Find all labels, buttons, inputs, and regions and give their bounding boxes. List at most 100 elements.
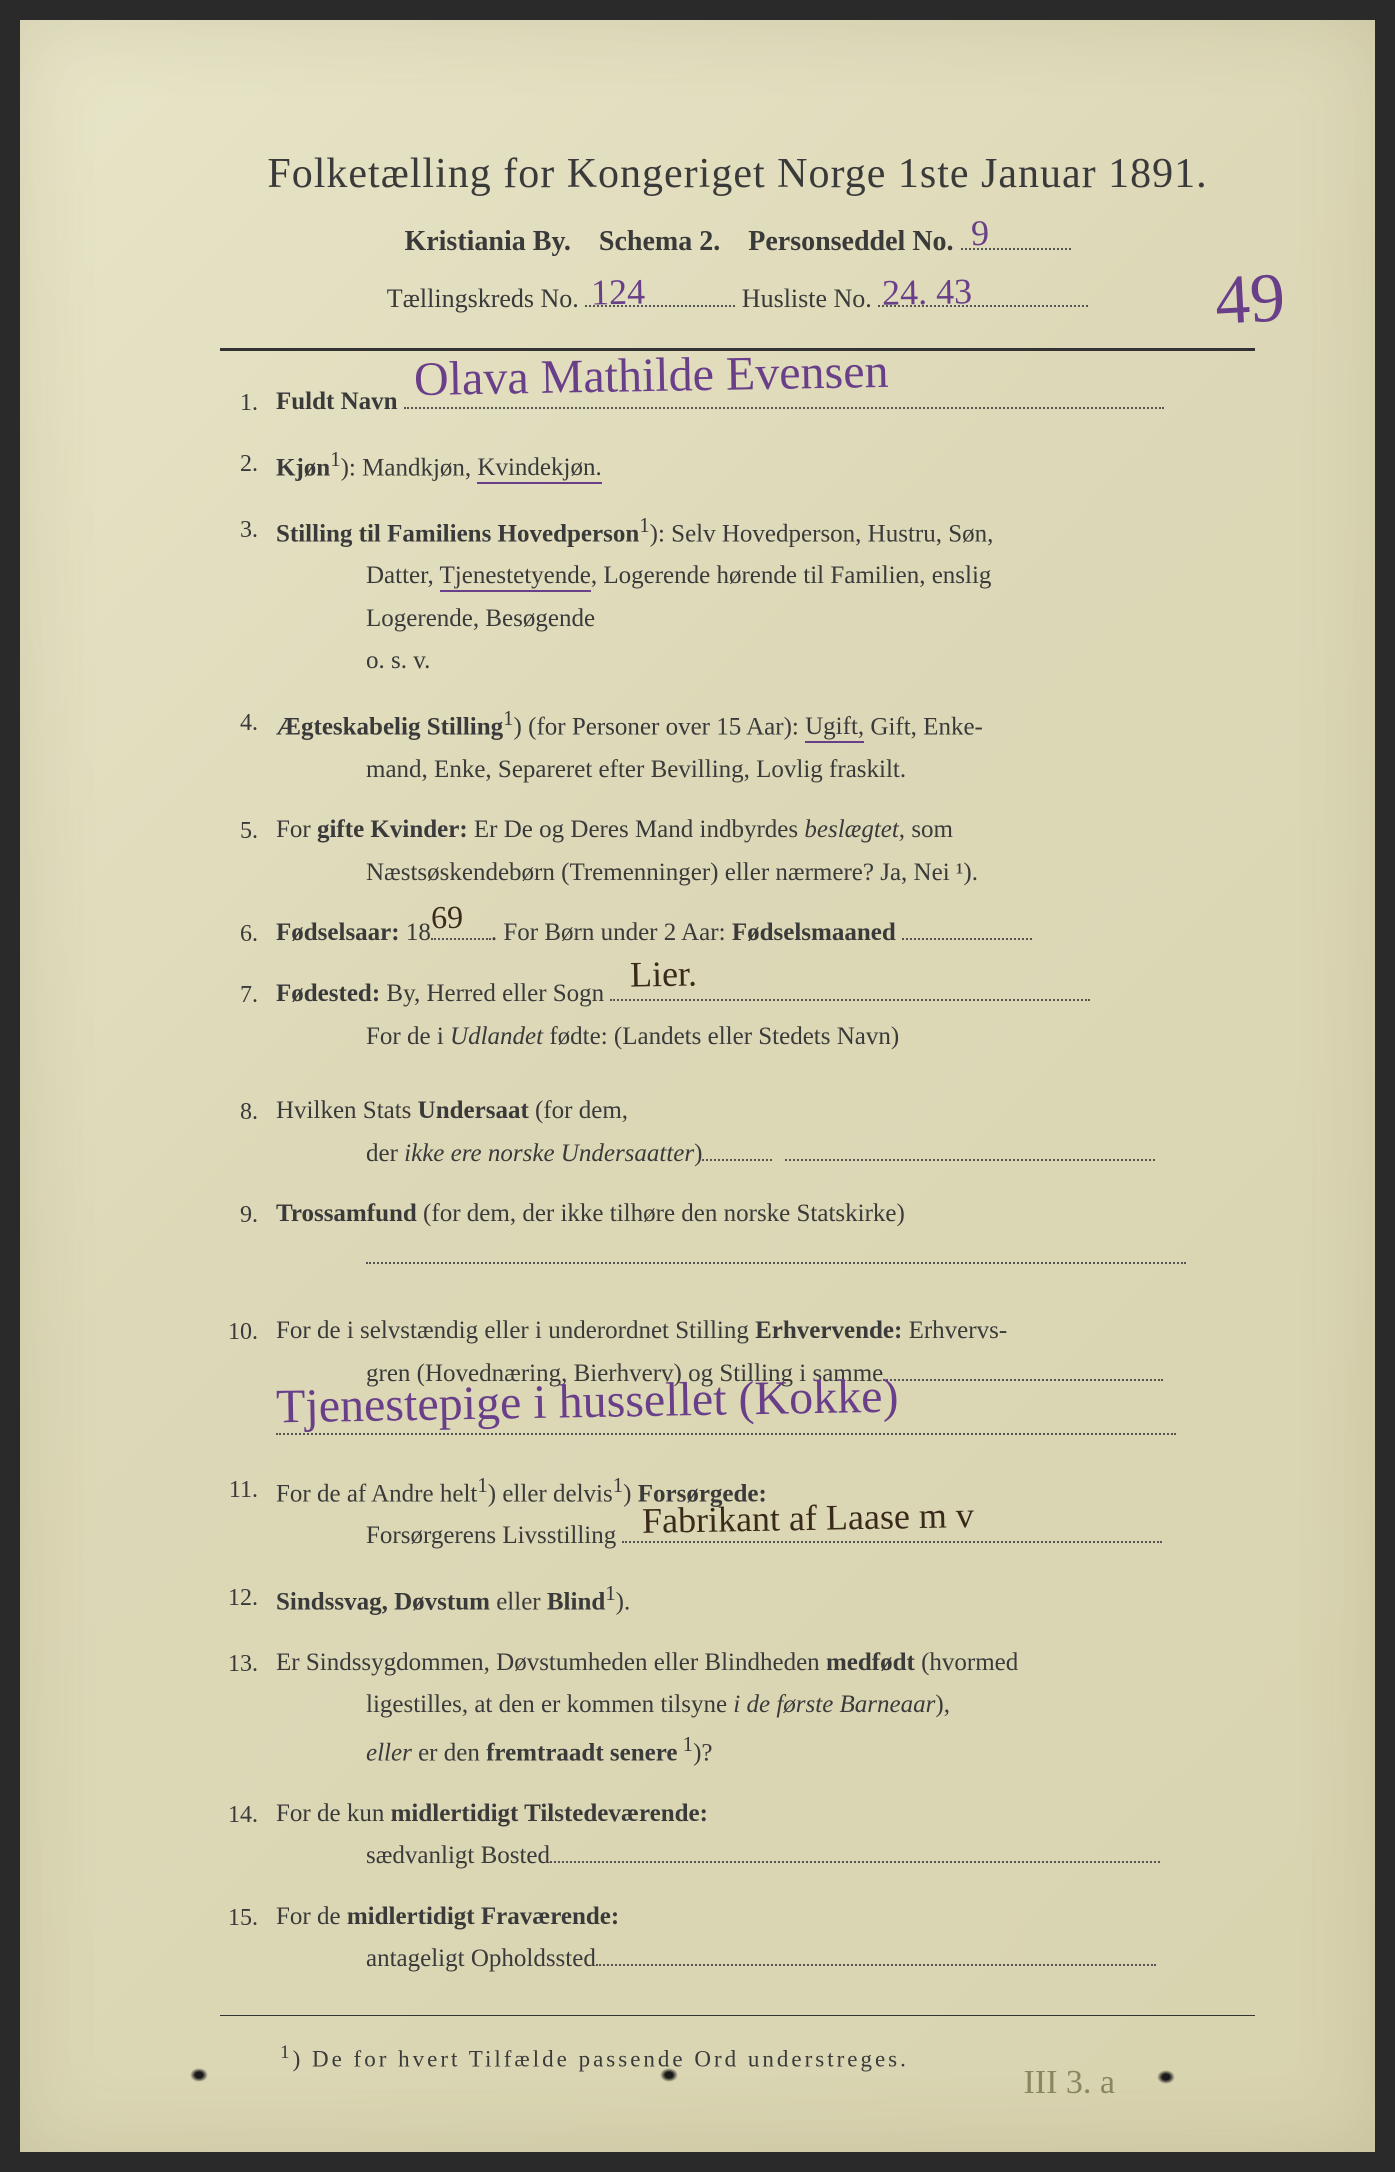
text: ) [623, 1480, 638, 1507]
entry-number: 1. [220, 381, 276, 424]
label-fuldt-navn: Fuldt Navn [276, 388, 398, 415]
entry-10: 10. For de i selvstændig eller i underor… [220, 1310, 1255, 1450]
entry-12: 12. Sindssvag, Døvstum eller Blind1). [220, 1576, 1255, 1624]
footnote-ref: 1 [639, 513, 649, 537]
text: Næstsøskendebørn (Tremenninger) eller næ… [276, 852, 1255, 895]
text: Er Sindssygdommen, Døvstumheden eller Bl… [276, 1649, 826, 1676]
label-fodested: Fødested: [276, 980, 380, 1007]
text: For de kun [276, 1800, 391, 1827]
text: sædvanligt Bosted [366, 1842, 550, 1869]
selected-kvindekjon: Kvindekjøn. [477, 454, 601, 484]
footnote-ref: 1 [613, 1473, 623, 1497]
pinhole-mark [190, 2068, 208, 2082]
subtitle-row: Kristiania By. Schema 2. Personseddel No… [220, 226, 1255, 258]
census-form-page: Folketælling for Kongeriget Norge 1ste J… [20, 20, 1375, 2152]
entry-number: 13. [220, 1642, 276, 1775]
label-gifte-kvinder: gifte Kvinder: [317, 816, 468, 843]
text: Forsørgerens Livsstilling [366, 1522, 616, 1549]
entry-number: 9. [220, 1193, 276, 1278]
footnote-ref: 1 [605, 1581, 615, 1605]
footnote-ref: 1 [503, 706, 513, 730]
text: antageligt Opholdssted [366, 1945, 596, 1972]
sub-row-2: Tællingskreds No. 124 Husliste No. 24. 4… [220, 284, 1255, 314]
text: mand, Enke, Separeret efter Bevilling, L… [276, 749, 1255, 792]
entry-number: 12. [220, 1576, 276, 1624]
text-ital: ikke ere norske Undersaatter [404, 1140, 694, 1167]
text-ital: eller [366, 1739, 412, 1766]
text: Erhvervs- [902, 1317, 1007, 1344]
entry-number: 15. [220, 1896, 276, 1981]
text: Er De og Deres Mand indbyrdes [468, 816, 805, 843]
entry-number: 6. [220, 912, 276, 955]
form-entries: 1. Fuldt Navn Olava Mathilde Evensen 2. … [220, 381, 1255, 1981]
text-ital: Udlandet [450, 1023, 543, 1050]
text: (hvormed [915, 1649, 1018, 1676]
footnote-ref: 1 [477, 1473, 487, 1497]
personseddel-label: Personseddel No. [748, 226, 953, 257]
text: er den [412, 1739, 486, 1766]
label-senere: fremtraadt senere [486, 1739, 677, 1766]
label-fodselsaar: Fødselsaar: [276, 919, 400, 946]
bottom-annotation: III 3. a [1023, 2064, 1115, 2102]
entry-number: 7. [220, 973, 276, 1058]
label-trossamfund: Trossamfund [276, 1200, 417, 1227]
text: ), [935, 1691, 950, 1718]
text: som [905, 816, 953, 843]
entry-2: 2. Kjøn1): Mandkjøn, Kvindekjøn. [220, 442, 1255, 490]
footnote-marker: 1 [280, 2042, 293, 2063]
text: (for dem, [529, 1097, 628, 1124]
text: For [276, 816, 317, 843]
entry-13: 13. Er Sindssygdommen, Døvstumheden elle… [220, 1642, 1255, 1775]
entry-number: 3. [220, 508, 276, 683]
husliste-label: Husliste No. [742, 284, 872, 313]
entry-number: 11. [220, 1468, 276, 1558]
entry-number: 5. [220, 809, 276, 894]
text: )? [693, 1739, 712, 1766]
label-medfodt: medfødt [826, 1649, 915, 1676]
text: Hvilken Stats [276, 1097, 418, 1124]
label-aegteskab: Ægteskabelig Stilling [276, 713, 503, 740]
label-fravaerende: midlertidigt Fraværende: [347, 1903, 619, 1930]
entry-14: 14. For de kun midlertidigt Tilstedevære… [220, 1793, 1255, 1878]
text: ) eller delvis [488, 1480, 613, 1507]
label-sindssvag: Sindssvag, Døvstum [276, 1588, 490, 1615]
text: der [366, 1140, 404, 1167]
entry-number: 8. [220, 1090, 276, 1175]
entry-11: 11. For de af Andre helt1) eller delvis1… [220, 1468, 1255, 1558]
entry-number: 2. [220, 442, 276, 490]
pinhole-mark [1157, 2070, 1175, 2084]
label-erhvervende: Erhvervende: [755, 1317, 902, 1344]
provider-value: Fabrikant af Laase m v [642, 1485, 975, 1552]
personseddel-value: 9 [970, 212, 989, 254]
text: ). [616, 1588, 631, 1615]
occupation-value: Tjenestepige i hussellet (Kokke) [275, 1356, 899, 1448]
text: For de i [366, 1023, 450, 1050]
entry-15: 15. For de midlertidigt Fraværende: anta… [220, 1896, 1255, 1981]
text: ): Selv Hovedperson, Hustru, Søn, [650, 520, 994, 547]
text: , Logerende hørende til Familien, enslig [591, 562, 992, 589]
label-tilstedevaerende: midlertidigt Tilstedeværende: [391, 1800, 708, 1827]
text-ital: beslægtet, [804, 816, 905, 843]
text: Gift, Enke- [864, 713, 983, 740]
husliste-value: 24. 43 [882, 270, 973, 314]
text: ) (for Personer over 15 Aar): [514, 713, 806, 740]
entry-number: 14. [220, 1793, 276, 1878]
entry-9: 9. Trossamfund (for dem, der ikke tilhør… [220, 1193, 1255, 1278]
footnote-ref: 1 [330, 447, 340, 471]
label-kjon: Kjøn [276, 454, 330, 481]
text: (for dem, der ikke tilhøre den norske St… [417, 1200, 905, 1227]
entry-number: 10. [220, 1310, 276, 1450]
entry-number: 4. [220, 701, 276, 791]
text: Logerende, Besøgende [276, 598, 1255, 641]
label-fodselsmaaned: Fødselsmaaned [732, 919, 896, 946]
main-title: Folketælling for Kongeriget Norge 1ste J… [220, 150, 1255, 198]
text: fødte: (Landets eller Stedets Navn) [543, 1023, 899, 1050]
entry-3: 3. Stilling til Familiens Hovedperson1):… [220, 508, 1255, 683]
text: ): Mandkjøn, [341, 454, 478, 481]
text: Datter, [366, 562, 440, 589]
entry-7: 7. Fødested: By, Herred eller Sogn Lier.… [220, 973, 1255, 1058]
text: . For Børn under 2 Aar: [491, 919, 732, 946]
label-stilling: Stilling til Familiens Hovedperson [276, 520, 639, 547]
entry-6: 6. Fødselsaar: 1869. For Børn under 2 Aa… [220, 912, 1255, 955]
birthplace-value: Lier. [630, 943, 698, 1005]
